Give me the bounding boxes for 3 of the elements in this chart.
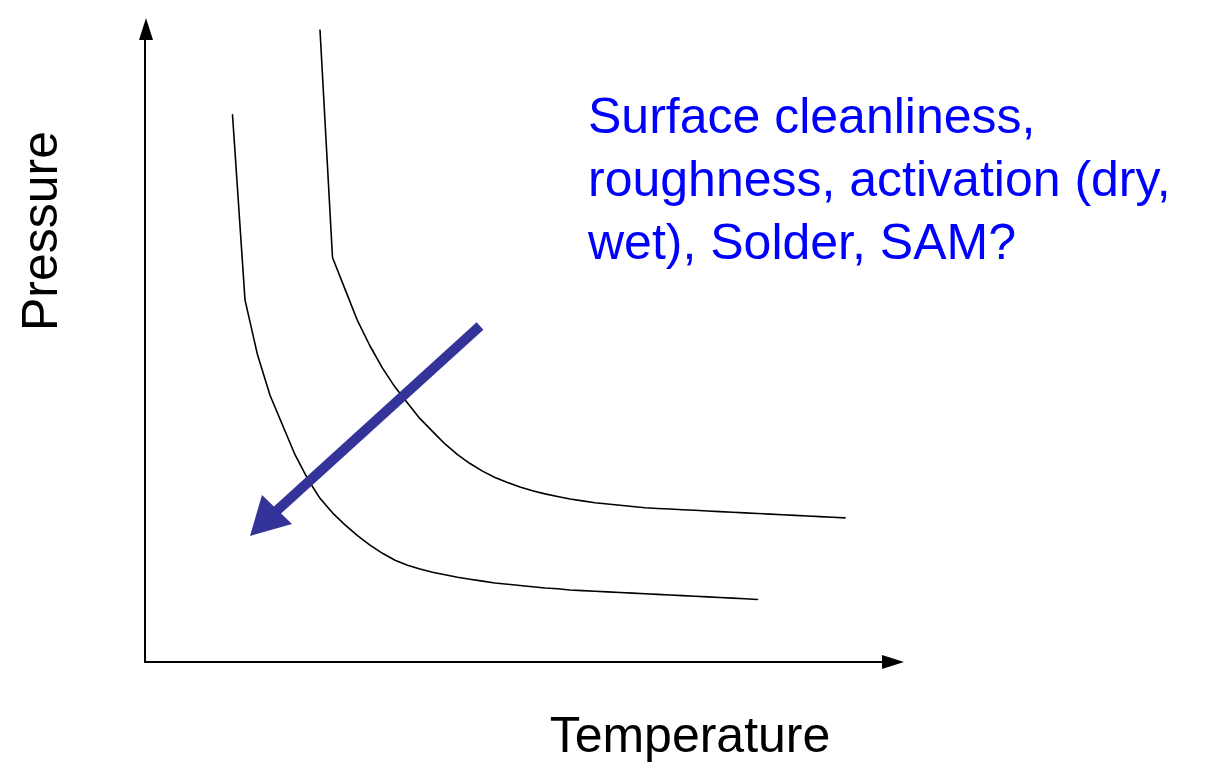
x-axis-title: Temperature bbox=[549, 707, 831, 763]
annotation: Surface cleanliness, roughness, activation (dry, wet), Solder, SAM? bbox=[588, 87, 1172, 272]
y-axis-title: Pressure bbox=[12, 130, 68, 332]
